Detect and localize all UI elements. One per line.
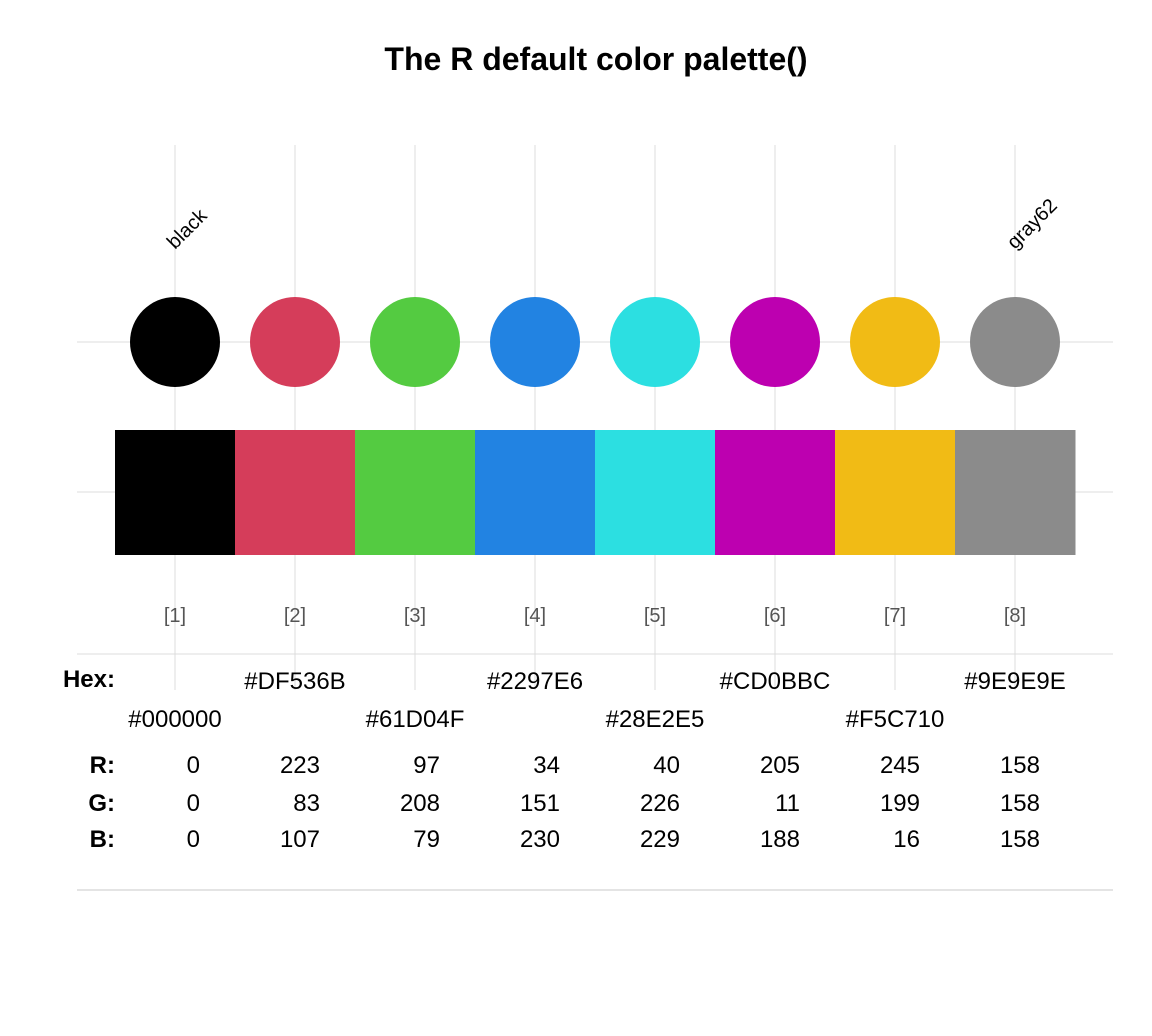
b-value: 230 (520, 826, 560, 853)
color-bar-2 (235, 430, 356, 555)
g-value: 208 (400, 790, 440, 817)
hex-row-label: Hex: (63, 666, 115, 693)
color-dot-8 (970, 297, 1060, 387)
color-dot-6 (730, 297, 820, 387)
chart-title: The R default color palette() (384, 41, 807, 77)
b-value: 158 (1000, 826, 1040, 853)
index-label: [2] (284, 605, 306, 627)
index-label: [4] (524, 605, 546, 627)
index-label: [6] (764, 605, 786, 627)
color-dot-2 (250, 297, 340, 387)
b-value: 79 (413, 826, 440, 853)
color-bar-8 (955, 430, 1076, 555)
b-value: 0 (187, 826, 200, 853)
g-value: 199 (880, 790, 920, 817)
b-row-label: B: (90, 826, 115, 853)
b-value: 16 (893, 826, 920, 853)
color-bar-3 (355, 430, 476, 555)
r-value: 0 (187, 752, 200, 779)
index-label: [5] (644, 605, 666, 627)
r-value: 223 (280, 752, 320, 779)
index-label: [1] (164, 605, 186, 627)
b-value: 229 (640, 826, 680, 853)
r-value: 34 (533, 752, 560, 779)
index-label: [3] (404, 605, 426, 627)
color-bar-4 (475, 430, 596, 555)
r-value: 158 (1000, 752, 1040, 779)
index-label: [7] (884, 605, 906, 627)
color-dot-5 (610, 297, 700, 387)
color-bar-6 (715, 430, 836, 555)
palette-marks: black [1] #000000 0 0 0 [2] #DF536B 223 83 107 [3] #… (115, 195, 1076, 853)
color-name-label: gray62 (1003, 195, 1062, 254)
hex-label: #000000 (128, 706, 221, 733)
index-label: [8] (1004, 605, 1026, 627)
hex-label: #9E9E9E (964, 668, 1065, 695)
hex-label: #2297E6 (487, 668, 583, 695)
g-value: 158 (1000, 790, 1040, 817)
g-value: 11 (775, 790, 800, 817)
b-value: 107 (280, 826, 320, 853)
g-row-label: G: (88, 790, 115, 817)
r-row-label: R: (90, 752, 115, 779)
color-dot-4 (490, 297, 580, 387)
hex-label: #61D04F (366, 706, 465, 733)
r-value: 40 (653, 752, 680, 779)
b-value: 188 (760, 826, 800, 853)
g-value: 226 (640, 790, 680, 817)
r-value: 205 (760, 752, 800, 779)
r-value: 245 (880, 752, 920, 779)
r-value: 97 (413, 752, 440, 779)
hex-label: #CD0BBC (720, 668, 831, 695)
color-bar-1 (115, 430, 236, 555)
color-name-label: black (163, 204, 212, 253)
color-dot-3 (370, 297, 460, 387)
g-value: 83 (293, 790, 320, 817)
color-dot-1 (130, 297, 220, 387)
hex-label: #28E2E5 (606, 706, 705, 733)
color-dot-7 (850, 297, 940, 387)
color-bar-5 (595, 430, 716, 555)
g-value: 0 (187, 790, 200, 817)
hex-label: #F5C710 (846, 706, 945, 733)
g-value: 151 (520, 790, 560, 817)
hex-label: #DF536B (244, 668, 345, 695)
color-bar-7 (835, 430, 956, 555)
